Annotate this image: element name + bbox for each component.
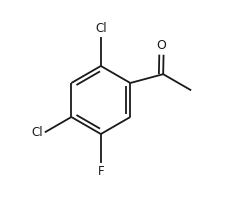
Text: Cl: Cl — [95, 22, 107, 35]
Text: F: F — [97, 165, 104, 178]
Text: O: O — [156, 39, 166, 52]
Text: Cl: Cl — [31, 126, 43, 139]
